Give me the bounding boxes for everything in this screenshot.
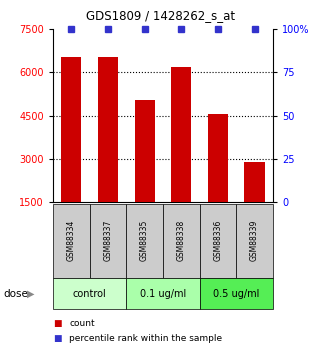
Bar bbox=[208, 114, 228, 202]
Text: ▶: ▶ bbox=[27, 289, 34, 298]
Text: GSM88335: GSM88335 bbox=[140, 220, 149, 261]
Text: GSM88338: GSM88338 bbox=[177, 220, 186, 261]
Text: GSM88334: GSM88334 bbox=[67, 220, 76, 261]
Bar bbox=[61, 57, 81, 202]
Text: GDS1809 / 1428262_s_at: GDS1809 / 1428262_s_at bbox=[86, 9, 235, 22]
Text: GSM88336: GSM88336 bbox=[213, 220, 222, 261]
Bar bbox=[171, 67, 191, 202]
Text: percentile rank within the sample: percentile rank within the sample bbox=[69, 334, 222, 343]
Bar bbox=[98, 57, 118, 202]
Text: 0.5 ug/ml: 0.5 ug/ml bbox=[213, 289, 259, 298]
Text: GSM88339: GSM88339 bbox=[250, 220, 259, 261]
Bar bbox=[134, 100, 155, 202]
Text: control: control bbox=[73, 289, 107, 298]
Text: count: count bbox=[69, 319, 95, 328]
Text: dose: dose bbox=[3, 289, 28, 298]
Text: ■: ■ bbox=[53, 334, 61, 343]
Text: ■: ■ bbox=[53, 319, 61, 328]
Text: GSM88337: GSM88337 bbox=[103, 220, 112, 261]
Bar bbox=[245, 161, 265, 202]
Text: 0.1 ug/ml: 0.1 ug/ml bbox=[140, 289, 186, 298]
